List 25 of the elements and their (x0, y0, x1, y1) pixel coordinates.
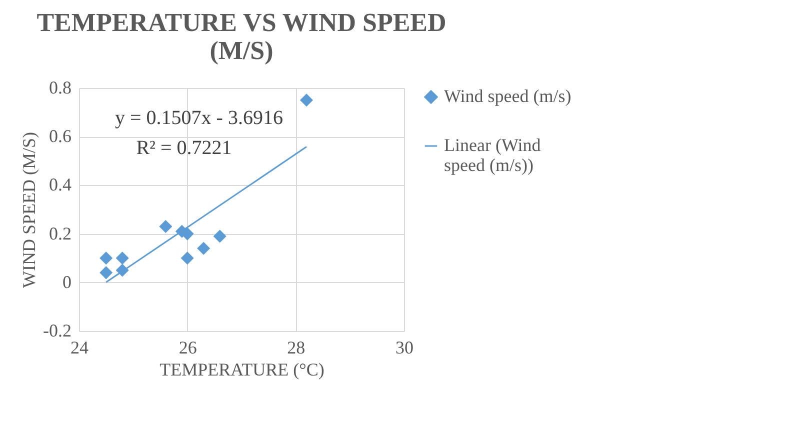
point (300, 94, 314, 107)
point (180, 252, 194, 265)
y-tick-label: 0.6 (49, 126, 72, 146)
x-tick-label: 28 (287, 338, 306, 358)
x-tick-label: 26 (178, 338, 197, 358)
y-tick-label: 0.8 (49, 78, 72, 98)
annotation: R² = 0.7221 (136, 137, 232, 159)
point (116, 252, 129, 265)
legend-label: Linear (Wind speed (m/s)) (444, 135, 541, 175)
chart-title: TEMPERATURE VS WIND SPEED (M/S) (36, 8, 446, 65)
annotation: y = 0.1507x - 3.6916 (115, 107, 283, 129)
point (213, 230, 226, 243)
y-tick-label: 0 (62, 272, 72, 292)
point (100, 266, 113, 280)
point (159, 220, 172, 234)
legend-label: Wind speed (m/s) (444, 86, 572, 106)
y-tick-label: 0.4 (49, 174, 72, 195)
point (197, 242, 210, 255)
point (100, 252, 113, 265)
x-tick-label: 30 (396, 338, 414, 358)
x-axis-title: TEMPERATURE (°C) (160, 360, 324, 380)
y-tick-label: 0.2 (49, 223, 72, 244)
y-axis-title: WIND SPEED (M/S) (19, 132, 40, 288)
x-tick-label: 24 (70, 338, 88, 358)
y-tick-label: -0.2 (43, 320, 72, 340)
